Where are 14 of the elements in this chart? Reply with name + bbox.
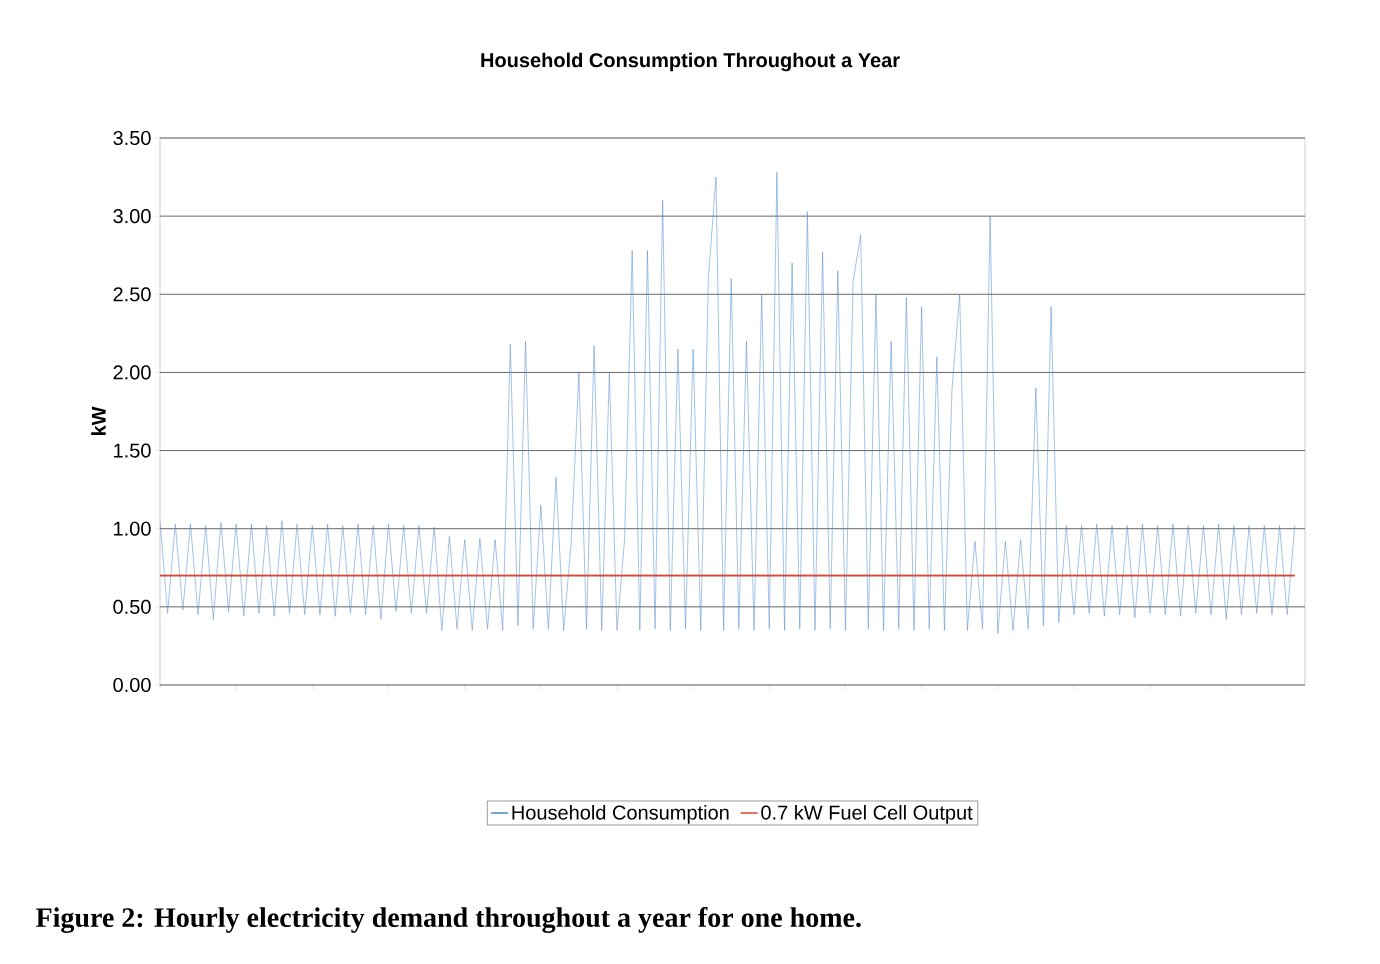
y-tick-label: 2.00 — [113, 365, 151, 380]
y-tick-label: 2.50 — [113, 287, 151, 302]
y-axis-title: kW — [91, 406, 106, 436]
line-series — [160, 172, 1296, 634]
y-tick-label: 0.50 — [113, 599, 151, 614]
y-tick-label: 1.00 — [114, 521, 151, 536]
y-tick-label: 1.50 — [114, 443, 151, 458]
y-tick-label: 0.00 — [113, 677, 151, 693]
y-tick-label: 3.00 — [113, 209, 151, 224]
legend-label: 0.7 kW Fuel Cell Output — [761, 805, 973, 824]
legend-label: Household Consumption — [512, 805, 729, 824]
chart-title: Household Consumption Throughout a Year — [481, 52, 900, 72]
caption: Figure 2: Hourly electricity demand throughout a year for one home. — [36, 907, 861, 933]
y-tick-label: 3.50 — [113, 130, 151, 146]
